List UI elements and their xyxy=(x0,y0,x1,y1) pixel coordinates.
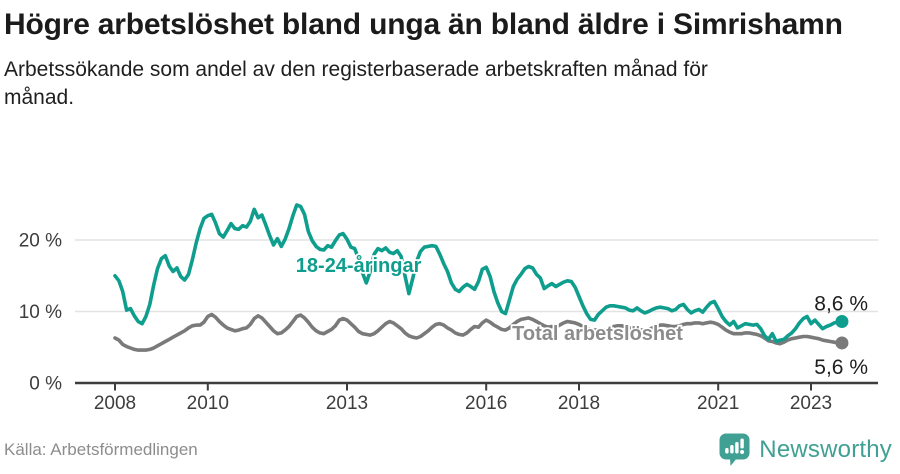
series-annotation-18-24-åringar: 18-24-åringar xyxy=(296,254,422,277)
speech-bubble-bar-chart-icon xyxy=(719,433,750,466)
y-tick-label-20: 20 % xyxy=(19,231,62,252)
page-title: Högre arbetslöshet bland unga än bland ä… xyxy=(4,8,843,41)
end-value-label-total-arbetslöshet: 5,6 % xyxy=(814,356,868,379)
endpoint-dot-total-arbetslöshet xyxy=(835,336,849,350)
end-value-label-18-24-åringar: 8,6 % xyxy=(814,293,868,316)
series-line-18-24-åringar xyxy=(113,203,844,344)
y-tick-label-0: 0 % xyxy=(29,374,62,395)
x-tick-label-2008: 2008 xyxy=(94,393,136,414)
x-tick-label-2016: 2016 xyxy=(465,393,507,414)
source-text: Källa: Arbetsförmedlingen xyxy=(4,440,198,459)
chart-footer: Källa: Arbetsförmedlingen Newsworthy xyxy=(4,432,892,468)
x-tick-label-2018: 2018 xyxy=(558,393,600,414)
x-tick-label-2013: 2013 xyxy=(326,393,368,414)
newsworthy-brand: Newsworthy xyxy=(719,433,892,467)
endpoint-dot-18-24-åringar xyxy=(835,315,849,329)
series-annotation-total-arbetslöshet: Total arbetslöshet xyxy=(512,323,683,345)
brand-name: Newsworthy xyxy=(759,436,892,463)
x-tick-label-2010: 2010 xyxy=(187,393,229,414)
chart-header: Högre arbetslöshet bland unga än bland ä… xyxy=(0,0,896,112)
page-subtitle: Arbetssökande som andel av den registerb… xyxy=(4,58,708,109)
y-tick-label-10: 10 % xyxy=(19,302,62,323)
series-line-total-arbetslöshet xyxy=(113,312,844,352)
x-tick-label-2021: 2021 xyxy=(697,393,739,414)
x-tick-label-2023: 2023 xyxy=(790,393,832,414)
